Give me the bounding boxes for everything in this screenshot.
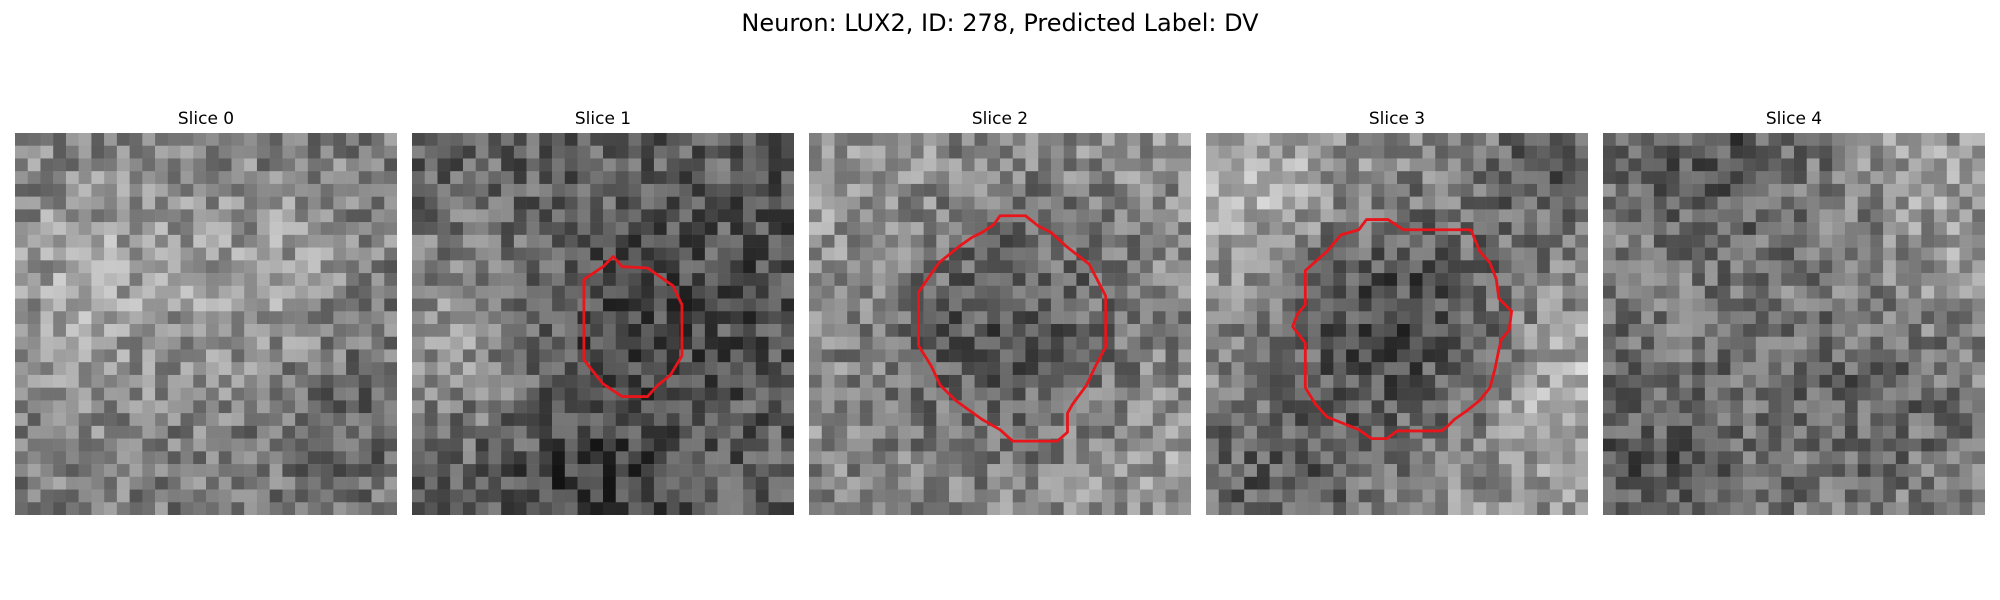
slice-image-0 — [15, 133, 397, 515]
pixel-grid — [412, 133, 794, 515]
slice-panel-2: Slice 2 — [809, 108, 1191, 515]
slice-image-1 — [412, 133, 794, 515]
slice-title-2: Slice 2 — [971, 109, 1029, 129]
roi-contour-3 — [1291, 218, 1514, 441]
roi-contour-1 — [582, 255, 684, 398]
pixel-grid — [1206, 133, 1588, 515]
slice-image-4 — [1603, 133, 1985, 515]
pixel-grid — [1603, 133, 1985, 515]
slice-panel-0: Slice 0 — [15, 108, 397, 515]
slice-title-4: Slice 4 — [1765, 109, 1823, 129]
slice-title-3: Slice 3 — [1368, 109, 1426, 129]
slice-panel-3: Slice 3 — [1206, 108, 1588, 515]
roi-contour-2 — [917, 214, 1108, 443]
slice-title-1: Slice 1 — [574, 109, 632, 129]
slice-title-0: Slice 0 — [177, 109, 235, 129]
pixel-grid — [809, 133, 1191, 515]
figure-title: Neuron: LUX2, ID: 278, Predicted Label: … — [741, 9, 1259, 37]
slice-panel-1: Slice 1 — [412, 108, 794, 515]
slice-image-2 — [809, 133, 1191, 515]
pixel-grid — [15, 133, 397, 515]
slice-image-3 — [1206, 133, 1588, 515]
slice-panel-4: Slice 4 — [1603, 108, 1985, 515]
